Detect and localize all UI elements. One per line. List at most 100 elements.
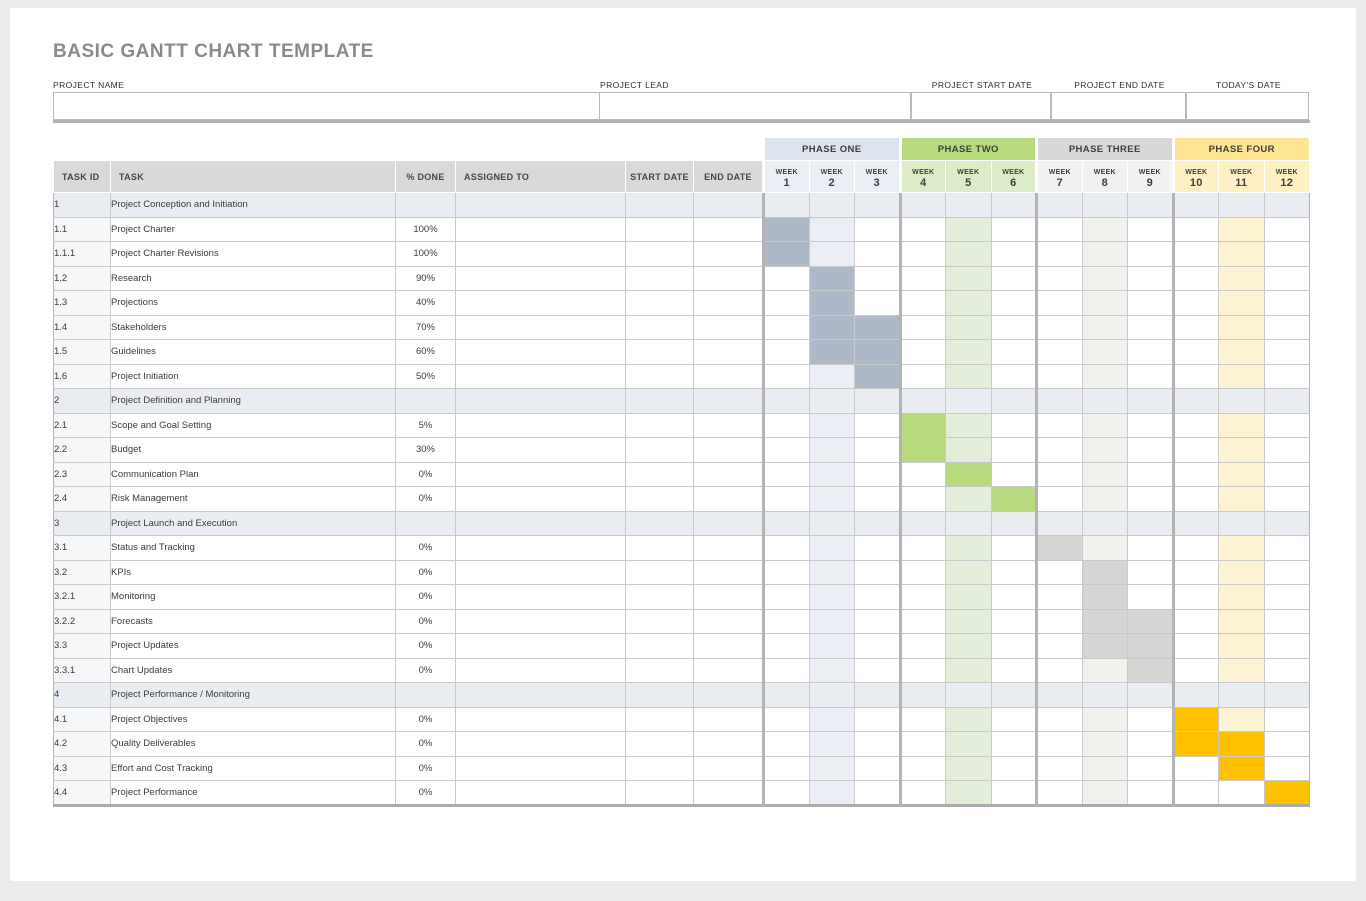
gantt-cell-week-11[interactable] bbox=[1218, 682, 1265, 708]
gantt-cell-week-7[interactable] bbox=[1035, 437, 1083, 463]
gantt-tint-week-8[interactable] bbox=[1081, 290, 1129, 316]
gantt-tint-week-5[interactable] bbox=[945, 584, 992, 610]
percent-done-cell[interactable]: 0% bbox=[395, 780, 456, 806]
task-id-cell[interactable]: 2 bbox=[53, 388, 111, 414]
gantt-bar-week-3[interactable] bbox=[854, 363, 901, 389]
task-id-cell[interactable]: 1.1.1 bbox=[53, 241, 111, 267]
gantt-cell-week-12[interactable] bbox=[1263, 584, 1311, 610]
gantt-cell-week-1[interactable] bbox=[762, 682, 810, 708]
gantt-tint-week-11[interactable] bbox=[1218, 608, 1265, 634]
gantt-cell-week-10[interactable] bbox=[1171, 241, 1220, 267]
gantt-cell-week-5[interactable] bbox=[945, 388, 992, 414]
gantt-cell-week-1[interactable] bbox=[762, 780, 810, 806]
gantt-bar-week-2[interactable] bbox=[808, 290, 855, 316]
start-date-cell[interactable] bbox=[625, 731, 694, 757]
gantt-cell-week-1[interactable] bbox=[762, 755, 810, 781]
gantt-cell-week-6[interactable] bbox=[990, 314, 1038, 340]
assigned-to-cell[interactable] bbox=[455, 363, 626, 389]
gantt-cell-week-9[interactable] bbox=[1127, 682, 1174, 708]
gantt-cell-week-2[interactable] bbox=[808, 388, 855, 414]
gantt-cell-week-3[interactable] bbox=[854, 486, 901, 512]
task-id-cell[interactable]: 2.2 bbox=[53, 437, 111, 463]
gantt-cell-week-8[interactable] bbox=[1081, 192, 1129, 218]
gantt-cell-week-3[interactable] bbox=[854, 437, 901, 463]
task-name-cell[interactable]: Project Objectives bbox=[110, 706, 396, 732]
gantt-tint-week-5[interactable] bbox=[945, 314, 992, 340]
gantt-cell-week-6[interactable] bbox=[990, 755, 1038, 781]
gantt-cell-week-11[interactable] bbox=[1218, 510, 1265, 536]
gantt-cell-week-4[interactable] bbox=[898, 192, 947, 218]
gantt-tint-week-11[interactable] bbox=[1218, 559, 1265, 585]
gantt-cell-week-10[interactable] bbox=[1171, 755, 1220, 781]
assigned-to-cell[interactable] bbox=[455, 535, 626, 561]
gantt-cell-week-7[interactable] bbox=[1035, 559, 1083, 585]
gantt-tint-week-11[interactable] bbox=[1218, 486, 1265, 512]
assigned-to-cell[interactable] bbox=[455, 731, 626, 757]
task-id-cell[interactable]: 4.4 bbox=[53, 780, 111, 806]
gantt-cell-week-12[interactable] bbox=[1263, 510, 1311, 536]
gantt-bar-week-7[interactable] bbox=[1035, 535, 1083, 561]
gantt-tint-week-2[interactable] bbox=[808, 780, 855, 806]
gantt-tint-week-5[interactable] bbox=[945, 657, 992, 683]
gantt-cell-week-12[interactable] bbox=[1263, 412, 1311, 438]
gantt-cell-week-10[interactable] bbox=[1171, 780, 1220, 806]
gantt-cell-week-12[interactable] bbox=[1263, 192, 1311, 218]
task-id-cell[interactable]: 3.2.2 bbox=[53, 608, 111, 634]
gantt-cell-week-9[interactable] bbox=[1127, 780, 1174, 806]
gantt-cell-week-4[interactable] bbox=[898, 388, 947, 414]
assigned-to-cell[interactable] bbox=[455, 241, 626, 267]
assigned-to-cell[interactable] bbox=[455, 486, 626, 512]
project-start-date-input[interactable] bbox=[911, 92, 1051, 120]
task-name-cell[interactable]: Guidelines bbox=[110, 339, 396, 365]
task-name-cell[interactable]: Project Launch and Execution bbox=[110, 510, 396, 536]
start-date-cell[interactable] bbox=[625, 608, 694, 634]
gantt-cell-week-4[interactable] bbox=[898, 265, 947, 291]
gantt-tint-week-2[interactable] bbox=[808, 559, 855, 585]
gantt-tint-week-2[interactable] bbox=[808, 731, 855, 757]
gantt-cell-week-6[interactable] bbox=[990, 461, 1038, 487]
task-id-cell[interactable]: 1.5 bbox=[53, 339, 111, 365]
end-date-cell[interactable] bbox=[693, 486, 764, 512]
start-date-cell[interactable] bbox=[625, 290, 694, 316]
gantt-cell-week-1[interactable] bbox=[762, 486, 810, 512]
gantt-cell-week-9[interactable] bbox=[1127, 510, 1174, 536]
gantt-bar-week-6[interactable] bbox=[990, 486, 1038, 512]
gantt-cell-week-3[interactable] bbox=[854, 510, 901, 536]
gantt-cell-week-5[interactable] bbox=[945, 510, 992, 536]
gantt-cell-week-10[interactable] bbox=[1171, 216, 1220, 242]
assigned-to-cell[interactable] bbox=[455, 388, 626, 414]
task-id-cell[interactable]: 3.1 bbox=[53, 535, 111, 561]
task-name-cell[interactable]: Stakeholders bbox=[110, 314, 396, 340]
gantt-cell-week-8[interactable] bbox=[1081, 510, 1129, 536]
start-date-cell[interactable] bbox=[625, 510, 694, 536]
gantt-cell-week-6[interactable] bbox=[990, 682, 1038, 708]
gantt-bar-week-10[interactable] bbox=[1171, 731, 1220, 757]
gantt-tint-week-8[interactable] bbox=[1081, 437, 1129, 463]
task-name-cell[interactable]: Project Initiation bbox=[110, 363, 396, 389]
gantt-cell-week-1[interactable] bbox=[762, 633, 810, 659]
task-name-cell[interactable]: Quality Deliverables bbox=[110, 731, 396, 757]
gantt-cell-week-6[interactable] bbox=[990, 706, 1038, 732]
gantt-bar-week-9[interactable] bbox=[1127, 633, 1174, 659]
gantt-cell-week-11[interactable] bbox=[1218, 780, 1265, 806]
gantt-bar-week-1[interactable] bbox=[762, 241, 810, 267]
gantt-cell-week-9[interactable] bbox=[1127, 412, 1174, 438]
start-date-cell[interactable] bbox=[625, 363, 694, 389]
start-date-cell[interactable] bbox=[625, 241, 694, 267]
task-name-cell[interactable]: Project Charter bbox=[110, 216, 396, 242]
assigned-to-cell[interactable] bbox=[455, 339, 626, 365]
task-id-cell[interactable]: 2.4 bbox=[53, 486, 111, 512]
percent-done-cell[interactable]: 0% bbox=[395, 731, 456, 757]
gantt-cell-week-3[interactable] bbox=[854, 265, 901, 291]
gantt-tint-week-5[interactable] bbox=[945, 633, 992, 659]
gantt-cell-week-3[interactable] bbox=[854, 290, 901, 316]
assigned-to-cell[interactable] bbox=[455, 608, 626, 634]
percent-done-cell[interactable] bbox=[395, 192, 456, 218]
gantt-tint-week-5[interactable] bbox=[945, 706, 992, 732]
gantt-cell-week-11[interactable] bbox=[1218, 192, 1265, 218]
gantt-cell-week-4[interactable] bbox=[898, 608, 947, 634]
gantt-cell-week-10[interactable] bbox=[1171, 314, 1220, 340]
end-date-cell[interactable] bbox=[693, 780, 764, 806]
gantt-cell-week-1[interactable] bbox=[762, 192, 810, 218]
task-name-cell[interactable]: Scope and Goal Setting bbox=[110, 412, 396, 438]
